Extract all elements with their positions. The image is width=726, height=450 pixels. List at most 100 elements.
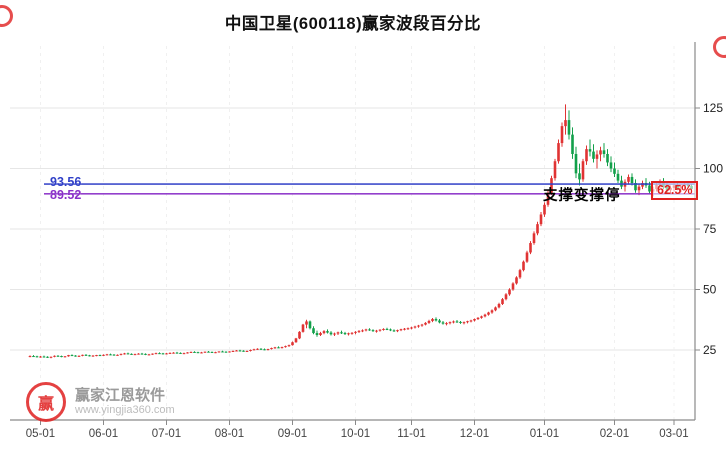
chart-title: 中国卫星(600118)赢家波段百分比 — [224, 15, 482, 33]
x-axis-label: 09-01 — [278, 428, 307, 440]
grid-layer — [10, 46, 695, 420]
candle — [504, 293, 508, 301]
candle — [417, 324, 420, 328]
candle — [623, 179, 627, 192]
candle — [497, 302, 501, 309]
candle — [266, 348, 270, 351]
candle — [322, 330, 326, 335]
candle — [67, 354, 70, 357]
candle — [469, 319, 473, 323]
x-axis-label: 06-01 — [89, 428, 118, 440]
candle — [123, 352, 126, 355]
candle — [529, 241, 532, 255]
candle — [385, 327, 389, 331]
candle — [91, 355, 95, 357]
y-axis-label: 50 — [703, 283, 717, 297]
candle — [105, 353, 109, 356]
candle — [410, 326, 413, 330]
candle — [438, 319, 441, 324]
candle — [487, 311, 490, 316]
candle — [284, 345, 287, 348]
candle — [571, 127, 574, 159]
candle — [567, 110, 571, 140]
candle — [515, 276, 518, 285]
candle — [315, 330, 319, 337]
candle — [420, 323, 424, 327]
candle — [81, 354, 84, 357]
x-axis-label: 01-01 — [530, 428, 559, 440]
candle — [228, 351, 231, 353]
percent-level-badge: 62.5% — [651, 181, 699, 200]
support-lines-layer — [44, 183, 695, 195]
x-axis-label: 10-01 — [341, 428, 370, 440]
watermark-url: www.yingjia360.com — [75, 404, 175, 416]
watermark-texts: 赢家江恩软件 www.yingjia360.com — [75, 387, 175, 417]
candle — [595, 150, 599, 169]
candle — [319, 331, 322, 336]
candle — [144, 353, 147, 356]
candle — [109, 353, 112, 356]
candle — [441, 320, 445, 325]
candle — [102, 354, 105, 357]
candle — [368, 328, 371, 331]
candle — [294, 337, 298, 343]
candle — [588, 139, 592, 157]
candle — [518, 268, 522, 279]
candle — [326, 329, 329, 334]
candle — [333, 332, 336, 336]
candle — [592, 144, 595, 163]
candle — [585, 145, 588, 165]
candle — [133, 353, 137, 356]
candle — [403, 327, 406, 331]
candle — [308, 320, 312, 330]
candle — [151, 353, 154, 355]
candle — [301, 323, 305, 333]
candle — [168, 352, 172, 354]
candle — [424, 322, 427, 326]
y-axis-label: 125 — [703, 101, 723, 115]
candle — [137, 353, 140, 355]
candle — [249, 349, 252, 352]
candle — [581, 158, 585, 182]
candle — [550, 175, 553, 196]
candle — [305, 319, 308, 329]
candle — [616, 169, 620, 184]
candle — [536, 221, 539, 236]
candle — [56, 355, 60, 357]
x-axis-label: 02-01 — [600, 428, 629, 440]
candle — [270, 347, 273, 350]
candle — [88, 354, 91, 357]
candle — [357, 330, 361, 334]
candle — [350, 332, 354, 335]
candle — [532, 231, 536, 245]
candle — [312, 326, 315, 335]
candle — [259, 348, 263, 350]
candle — [154, 352, 158, 355]
candle — [354, 331, 357, 335]
candle — [165, 352, 168, 355]
candle — [578, 163, 581, 186]
candle — [273, 346, 277, 349]
candle — [343, 331, 347, 335]
candle — [84, 354, 88, 356]
candle — [172, 352, 175, 354]
candle — [399, 328, 403, 332]
candle — [238, 349, 242, 352]
candle — [455, 319, 459, 323]
candle — [277, 346, 280, 349]
candle — [476, 317, 480, 320]
candle — [175, 351, 179, 354]
support-annotation: 支撑变撑停 — [543, 188, 621, 204]
candle — [77, 355, 81, 358]
candle — [329, 331, 333, 336]
candle — [161, 352, 165, 355]
candle — [483, 313, 487, 318]
candle — [361, 329, 364, 333]
candle — [553, 158, 557, 181]
candle — [336, 331, 340, 335]
candle — [522, 260, 525, 272]
level-label-purple: 89.52 — [50, 188, 82, 202]
candle — [231, 350, 235, 352]
candle — [644, 178, 648, 188]
